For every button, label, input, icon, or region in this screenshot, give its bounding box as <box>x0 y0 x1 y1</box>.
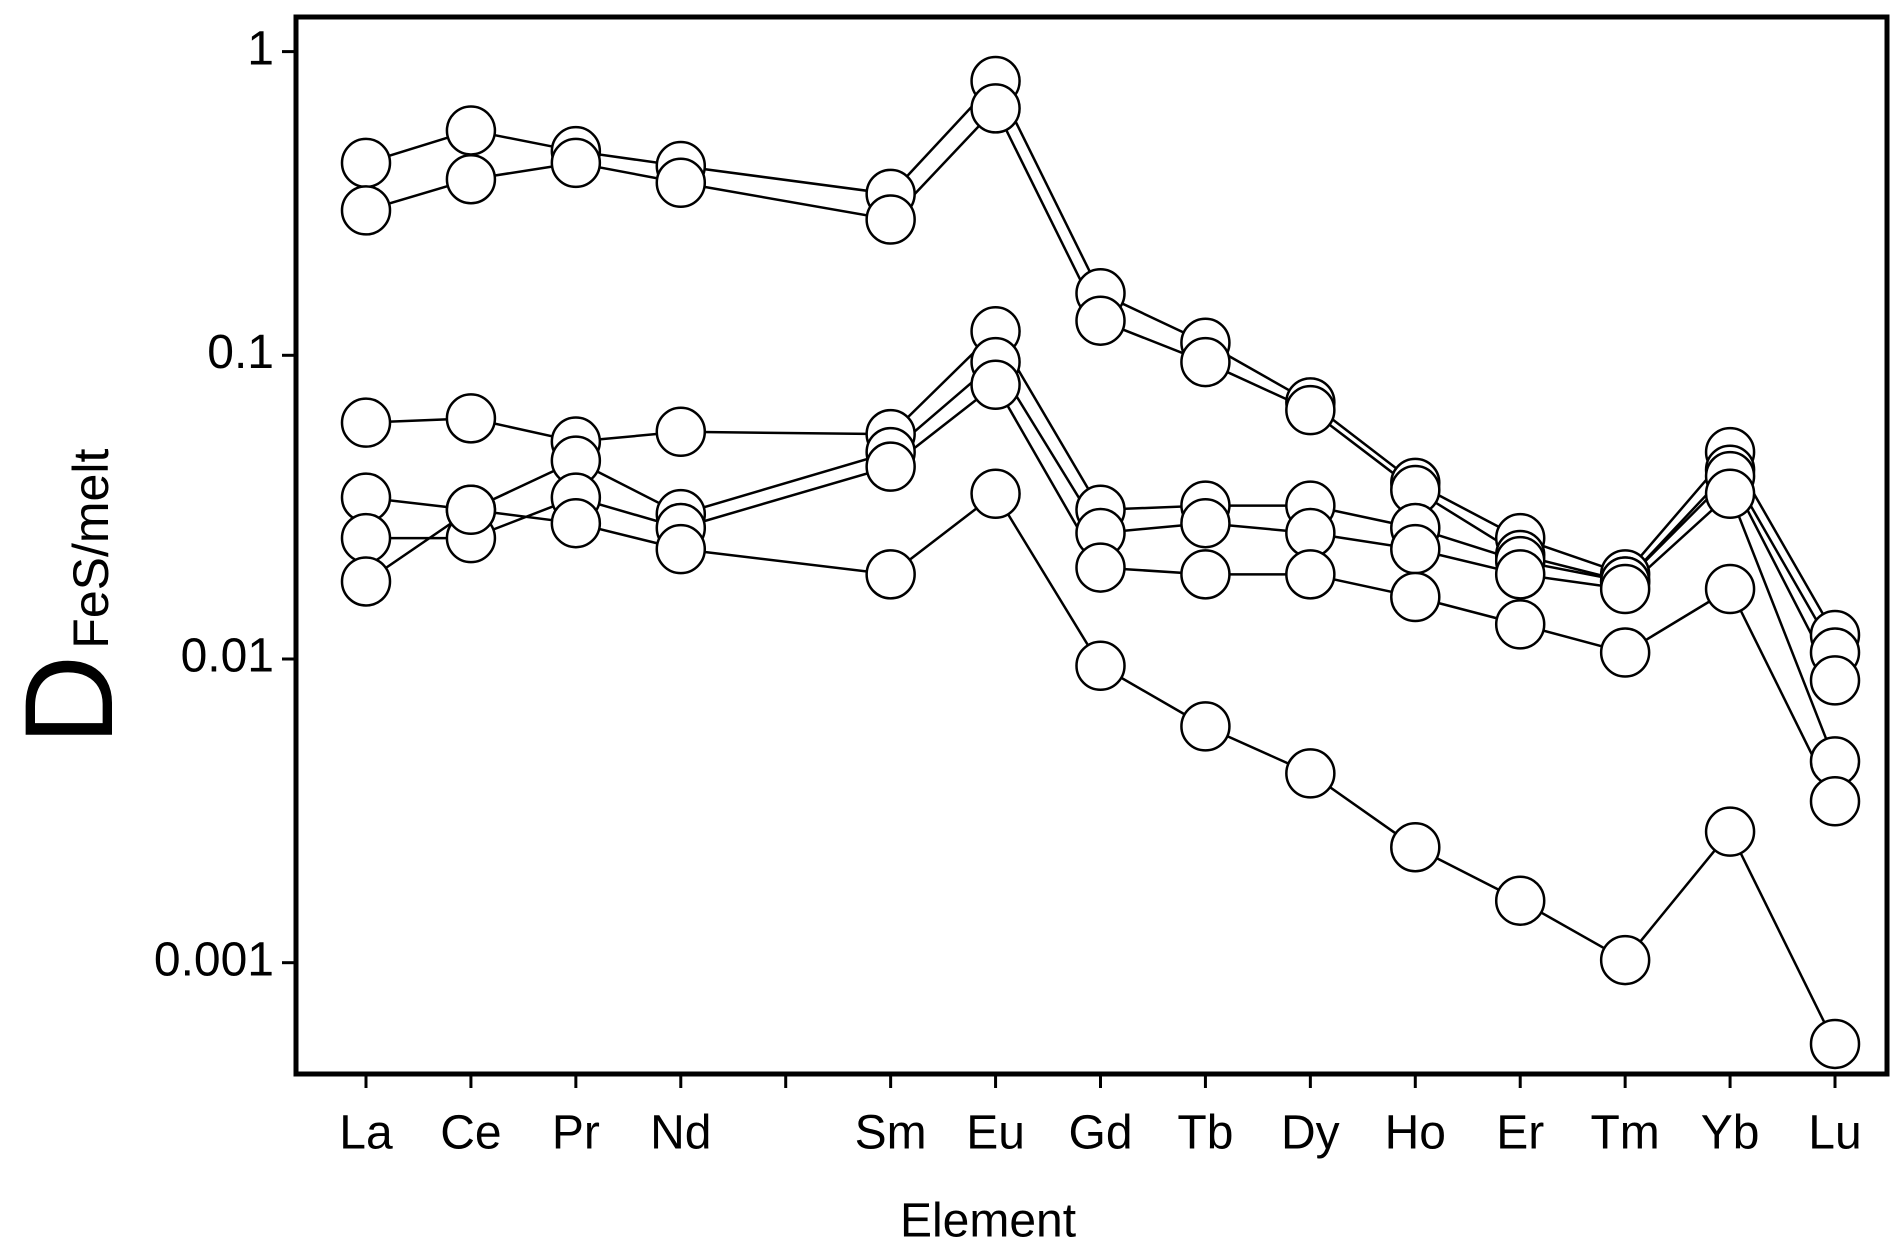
data-point <box>1285 549 1336 600</box>
x-tick-label: Pr <box>552 1107 600 1160</box>
series-segment <box>1624 830 1732 961</box>
data-point <box>1180 336 1231 388</box>
data-point <box>1285 748 1336 799</box>
data-point <box>1704 563 1756 615</box>
y-tick-label: 0.001 <box>154 933 274 986</box>
series-segment <box>1728 493 1837 762</box>
y-axis-label: D FeS/melt <box>0 449 139 745</box>
data-point <box>1809 655 1861 706</box>
series-segment <box>680 465 891 530</box>
data-point <box>970 359 1021 410</box>
series-segment <box>680 164 891 196</box>
data-point <box>1494 599 1546 650</box>
data-point <box>655 523 707 575</box>
data-point <box>865 194 916 245</box>
data-point <box>550 497 602 549</box>
data-point <box>1599 563 1651 615</box>
x-tick-label: La <box>339 1107 393 1160</box>
series-segment <box>680 430 891 436</box>
x-tick-label: Lu <box>1808 1107 1861 1160</box>
data-point <box>1075 295 1126 346</box>
data-point <box>340 512 392 564</box>
y-axis-label-subscript: FeS/melt <box>63 449 119 649</box>
data-point <box>445 393 497 444</box>
data-point <box>445 153 497 205</box>
series-segment <box>994 493 1102 667</box>
series-segment <box>680 181 891 221</box>
x-tick-label: Er <box>1496 1107 1544 1160</box>
data-point <box>1390 821 1441 873</box>
data-point <box>1180 701 1231 752</box>
x-tick-label: Tb <box>1177 1107 1233 1160</box>
series-segment <box>680 547 891 576</box>
series-segment <box>680 450 891 516</box>
y-tick-label: 1 <box>247 22 274 75</box>
x-tick-label: Sm <box>855 1107 927 1160</box>
data-point <box>1180 549 1231 600</box>
data-point <box>1809 1018 1861 1070</box>
data-point <box>1599 934 1651 986</box>
x-tick-label: Eu <box>966 1107 1025 1160</box>
series-segment <box>1728 831 1837 1045</box>
x-tick-label: Dy <box>1281 1107 1340 1160</box>
data-point <box>1285 384 1336 436</box>
x-tick-label: Tm <box>1590 1107 1659 1160</box>
data-point <box>1180 497 1231 549</box>
y-axis-label-main: D <box>0 655 139 745</box>
x-tick-label: Ho <box>1385 1107 1446 1160</box>
data-point <box>1390 571 1441 623</box>
data-point <box>970 468 1021 520</box>
data-point <box>445 105 497 156</box>
data-point <box>1494 875 1546 926</box>
y-tick-label: 0.01 <box>181 630 274 683</box>
data-point <box>340 397 392 448</box>
data-point <box>445 484 497 536</box>
x-tick-label: Gd <box>1068 1107 1132 1160</box>
data-point <box>340 556 392 607</box>
data-point <box>970 83 1021 134</box>
data-point <box>340 185 392 236</box>
data-point <box>1599 627 1651 678</box>
x-tick-label: Ce <box>440 1107 501 1160</box>
data-point <box>1704 806 1756 857</box>
data-point <box>865 549 916 600</box>
data-point <box>1390 523 1441 575</box>
data-point <box>655 406 707 458</box>
data-point <box>1075 640 1126 692</box>
plot-frame <box>293 14 1890 1077</box>
data-point <box>1075 542 1126 593</box>
data-point <box>550 137 602 189</box>
data-point <box>1704 468 1756 520</box>
data-point <box>655 157 707 208</box>
data-point <box>1494 549 1546 600</box>
x-tick-label: Yb <box>1701 1107 1760 1160</box>
x-tick-label: Nd <box>650 1107 711 1160</box>
data-point <box>865 441 916 492</box>
data-point <box>1809 776 1861 827</box>
x-axis-label: Element <box>900 1195 1076 1248</box>
y-tick-label: 0.1 <box>207 326 274 379</box>
data-point <box>340 137 392 189</box>
